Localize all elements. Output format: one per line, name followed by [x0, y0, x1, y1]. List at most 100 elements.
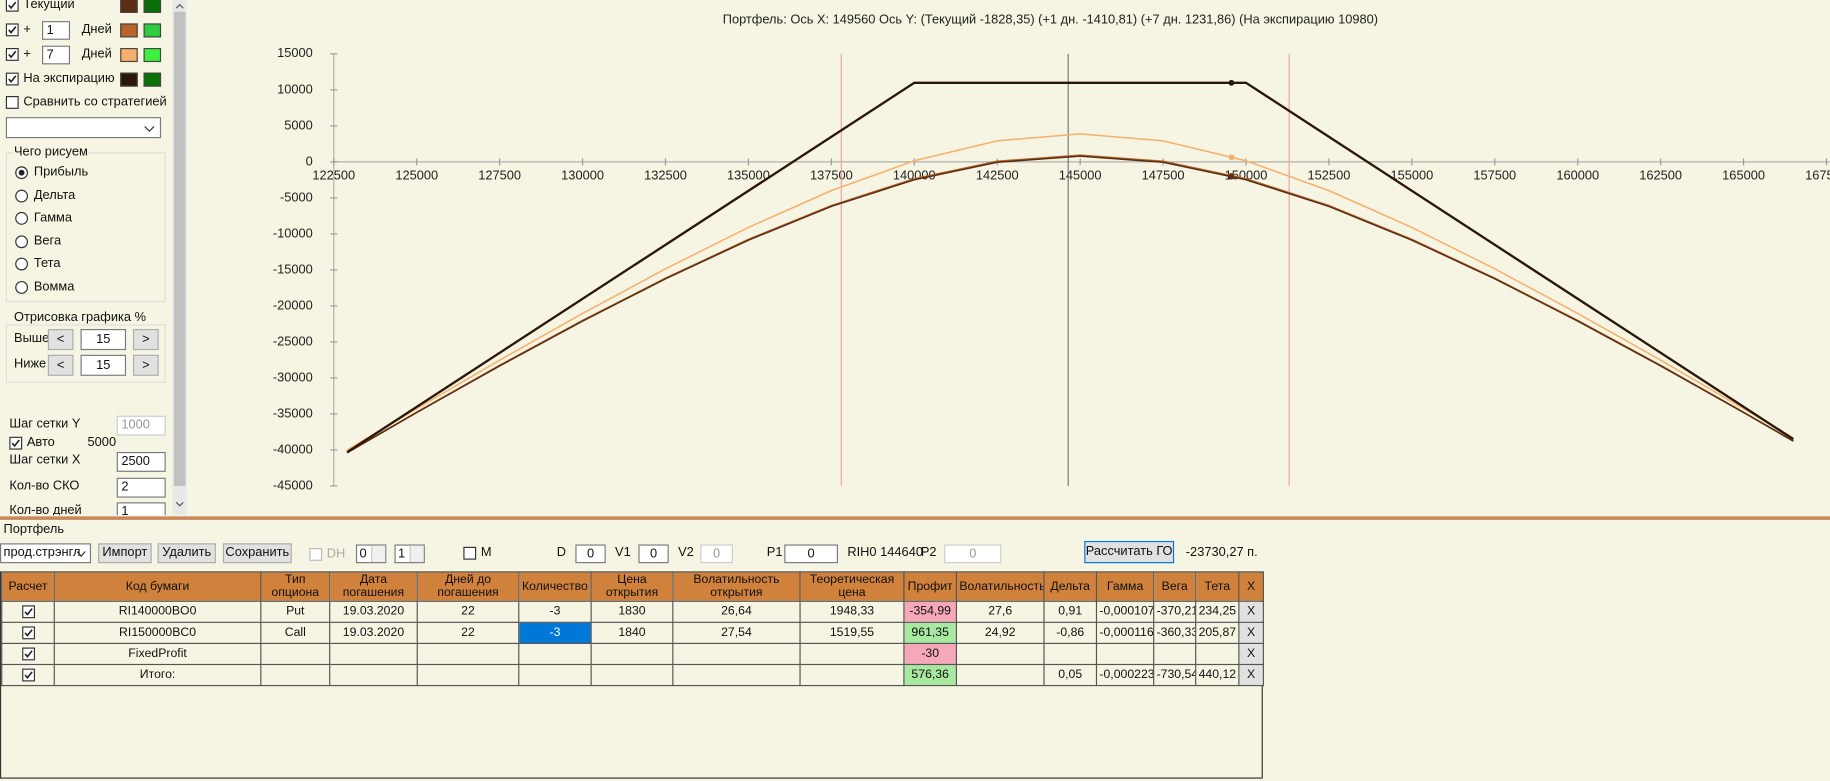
y-tick-label: -15000 — [273, 261, 313, 276]
column-header[interactable]: Код бумаги — [53, 571, 262, 602]
x-tick-label: 137500 — [810, 167, 853, 182]
color-swatch[interactable] — [120, 72, 138, 87]
color-swatch[interactable] — [143, 48, 162, 63]
field-input[interactable]: 0 — [784, 544, 838, 564]
increase-button[interactable]: > — [133, 329, 159, 351]
field-input[interactable]: 0 — [638, 544, 669, 564]
group-title: Чего рисуем — [12, 145, 89, 160]
column-header[interactable]: Профит — [903, 571, 958, 602]
button[interactable]: Импорт — [98, 543, 152, 564]
column-header[interactable]: Вега — [1153, 571, 1197, 602]
button[interactable]: Удалить — [157, 543, 216, 564]
series-line — [346, 81, 1795, 454]
column-header[interactable]: Цена открытия — [590, 571, 674, 602]
color-swatch[interactable] — [120, 0, 138, 13]
strategy-select[interactable]: прод.стрэнгл — [0, 543, 92, 564]
checkbox[interactable] — [5, 0, 19, 12]
button[interactable]: Сохранить — [222, 543, 292, 564]
y-tick-label: -40000 — [273, 441, 313, 456]
cell[interactable]: X — [1238, 621, 1264, 644]
column-header[interactable]: Дата погашения — [329, 571, 418, 602]
cell: 22 — [416, 621, 520, 644]
column-header[interactable]: Тета — [1195, 571, 1240, 602]
radio[interactable] — [15, 212, 29, 226]
field-input[interactable]: 1 — [116, 502, 166, 516]
checkbox[interactable] — [309, 547, 323, 561]
field-label: V1 — [615, 545, 631, 560]
cell — [260, 663, 331, 687]
check-mark — [8, 26, 17, 34]
field-input[interactable]: 0 — [575, 544, 606, 564]
days-input[interactable]: 1 — [42, 21, 71, 40]
color-swatch[interactable] — [143, 72, 162, 87]
radio-label: Прибыль — [33, 165, 89, 180]
column-header[interactable]: Тип опциона — [260, 571, 331, 602]
color-swatch[interactable] — [143, 23, 162, 38]
radio[interactable] — [15, 281, 29, 294]
radio-label: Тета — [33, 256, 61, 271]
checkbox[interactable] — [9, 436, 23, 450]
cell: 0,91 — [1043, 600, 1098, 623]
field-input[interactable]: 2500 — [116, 451, 166, 472]
range-input[interactable]: 15 — [80, 354, 127, 376]
checkbox[interactable] — [21, 605, 35, 619]
checkbox[interactable] — [5, 48, 19, 61]
x-tick-label: 147500 — [1142, 167, 1185, 182]
column-header[interactable]: Волатильность — [955, 571, 1045, 602]
decrease-button[interactable]: < — [47, 329, 74, 351]
auto-value: 5000 — [87, 435, 117, 450]
field-label: D — [556, 545, 566, 560]
cell — [672, 642, 801, 666]
x-tick-label: 125000 — [395, 167, 438, 182]
cell — [416, 663, 520, 687]
p2-input[interactable]: 0 — [944, 544, 1002, 564]
dh-label: DH — [326, 546, 346, 561]
column-header[interactable]: Дней до погашения — [416, 571, 520, 602]
decrease-button[interactable]: < — [47, 354, 74, 376]
radio-label: Дельта — [33, 188, 76, 203]
column-header[interactable]: X — [1238, 571, 1264, 602]
x-tick-label: 140000 — [893, 167, 936, 182]
unit: Дней — [81, 46, 112, 61]
days-input[interactable]: 7 — [42, 45, 71, 65]
field-input[interactable]: 0 — [700, 544, 733, 564]
cell[interactable]: X — [1238, 642, 1264, 666]
checkbox[interactable] — [21, 626, 35, 640]
cell: Итого: — [53, 663, 262, 687]
color-swatch[interactable] — [120, 48, 138, 63]
checkbox[interactable] — [5, 23, 19, 37]
cell: 22 — [416, 600, 520, 623]
checkbox[interactable] — [21, 668, 35, 682]
field-input[interactable]: 1000 — [116, 415, 166, 436]
cell: RI140000BO0 — [53, 600, 262, 623]
checkbox[interactable] — [21, 647, 35, 661]
radio[interactable] — [15, 166, 29, 180]
cell[interactable]: X — [1238, 663, 1264, 687]
range-input[interactable]: 15 — [80, 329, 127, 351]
series-line — [346, 133, 1794, 451]
strategy-select[interactable] — [5, 117, 162, 139]
checkbox[interactable] — [5, 72, 19, 86]
column-header[interactable]: Волатильность открытия — [672, 571, 801, 602]
radio[interactable] — [15, 235, 29, 248]
check-mark — [23, 629, 33, 637]
m-label: M — [480, 545, 492, 560]
increase-button[interactable]: > — [133, 354, 159, 376]
column-header[interactable]: Количество — [518, 571, 592, 602]
cell — [672, 663, 801, 687]
cell[interactable]: X — [1238, 600, 1264, 623]
column-header[interactable]: Расчет — [1, 571, 55, 602]
field-input[interactable]: 2 — [116, 477, 166, 498]
column-header[interactable]: Теоретическая цена — [799, 571, 905, 602]
color-swatch[interactable] — [143, 0, 162, 13]
column-header[interactable]: Гамма — [1095, 571, 1155, 602]
radio[interactable] — [15, 258, 29, 271]
column-header[interactable]: Дельта — [1043, 571, 1098, 602]
field-label: Кол-во СКО — [9, 478, 80, 493]
cell — [1043, 642, 1098, 666]
color-swatch[interactable] — [120, 23, 138, 38]
calc-button[interactable]: Рассчитать ГО — [1084, 540, 1175, 564]
checkbox[interactable] — [5, 96, 19, 109]
radio[interactable] — [15, 189, 29, 203]
checkbox[interactable] — [463, 546, 477, 560]
